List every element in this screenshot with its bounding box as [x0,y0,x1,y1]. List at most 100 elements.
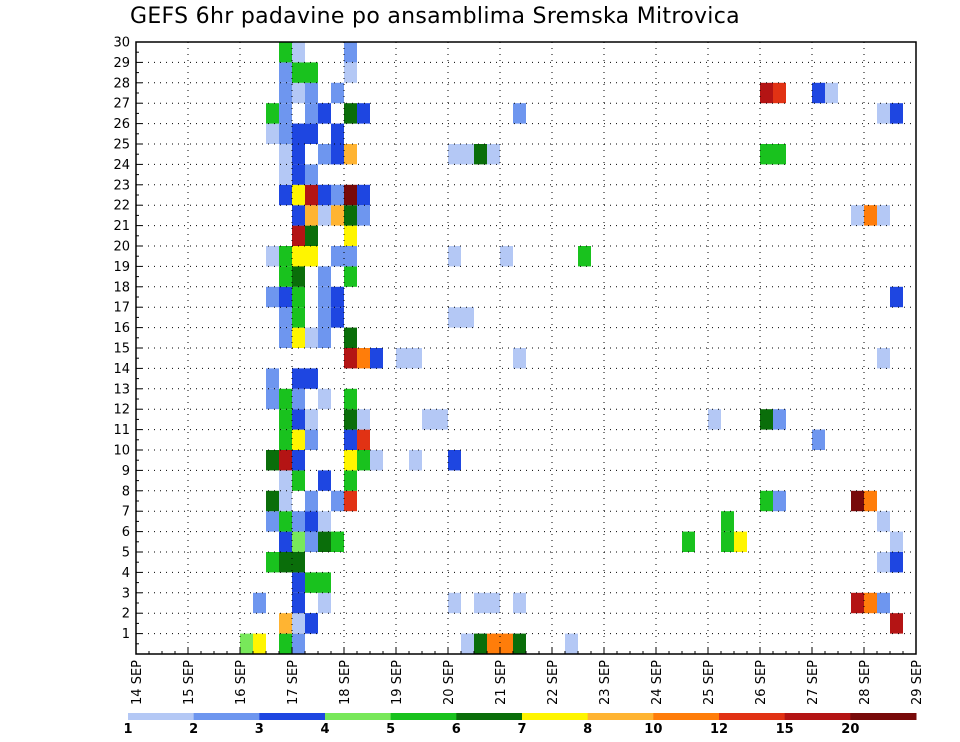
heatmap-cell [292,552,305,573]
heatmap-cell [279,246,292,267]
y-tick-label: 1 [122,627,130,642]
x-tick-label: 15 SEP [182,660,197,705]
heatmap-cell [279,327,292,348]
x-tick-label: 19 SEP [390,660,405,705]
heatmap-cell [760,144,773,165]
heatmap-cell [305,531,318,552]
heatmap-cell [344,205,357,226]
legend-label: 7 [517,722,526,737]
heatmap-cell [461,307,474,328]
heatmap-cell [357,429,370,450]
heatmap-cell [500,633,513,654]
heatmap-cell [318,103,331,124]
y-tick-label: 13 [113,382,130,397]
heatmap-cell [344,103,357,124]
heatmap-cell [305,511,318,532]
x-tick-label: 16 SEP [234,660,249,705]
heatmap-cell [292,82,305,104]
heatmap-cell [279,409,292,430]
legend-swatch [587,713,654,720]
heatmap-cell [305,225,318,246]
y-tick-label: 12 [113,403,130,418]
heatmap-cell [318,327,331,348]
heatmap-cell [279,123,292,144]
heatmap-cell [305,572,318,593]
x-tick-label: 27 SEP [806,660,821,705]
x-tick-label: 23 SEP [598,660,613,705]
heatmap-cell [812,82,825,104]
heatmap-cell [487,144,500,165]
heatmap-cell [851,205,864,226]
heatmap-cell [409,348,422,369]
heatmap-cell [344,490,357,512]
y-tick-label: 27 [113,97,130,112]
y-tick-label: 23 [113,178,130,193]
heatmap-cell [279,184,292,206]
heatmap-cell [305,246,318,267]
y-tick-label: 18 [113,280,130,295]
heatmap-cell [812,429,825,450]
heatmap-cell [292,307,305,328]
heatmap-cell [721,511,734,532]
heatmap-cell [370,450,383,471]
heatmap-cell [357,409,370,430]
heatmap-cell [279,552,292,573]
heatmap-cell [344,327,357,348]
heatmap-cell [773,490,786,512]
heatmap-cell [773,144,786,165]
x-tick-label: 20 SEP [442,660,457,705]
heatmap-cell [851,490,864,512]
heatmap-cell [266,450,279,471]
y-tick-label: 3 [122,586,130,601]
x-tick-label: 26 SEP [754,660,769,705]
heatmap-cell [292,123,305,144]
heatmap-cell [279,266,292,287]
x-tick-label: 24 SEP [650,660,665,705]
heatmap-cell [513,592,526,614]
heatmap-cell [279,286,292,308]
heatmap-cell [877,511,890,532]
heatmap-cell [331,123,344,144]
heatmap-cell [318,388,331,410]
heatmap-cell [344,144,357,165]
heatmap-cell [331,184,344,206]
legend-label: 6 [452,722,461,737]
y-tick-label: 22 [113,199,130,214]
heatmap-cell [344,246,357,267]
x-tick-label: 25 SEP [702,660,717,705]
x-tick-label: 28 SEP [858,660,873,705]
heatmap-cell [318,184,331,206]
heatmap-cell [565,633,578,654]
heatmap-cell [344,62,357,83]
heatmap-cell [253,592,266,614]
heatmap-cell [279,42,292,63]
legend-label: 2 [189,722,198,737]
legend-swatch [390,713,457,720]
legend-label: 10 [644,722,662,737]
x-tick-label: 18 SEP [338,660,353,705]
legend-label: 20 [841,722,859,737]
heatmap-cell [344,388,357,410]
heatmap-cell [305,82,318,104]
y-tick-label: 19 [113,260,130,275]
heatmap-cell [292,266,305,287]
y-tick-label: 5 [122,546,130,561]
heatmap-cell [760,409,773,430]
heatmap-cell [448,592,461,614]
legend-swatch [850,713,917,720]
y-tick-label: 17 [113,301,130,316]
y-tick-label: 15 [113,342,130,357]
heatmap-cell [344,42,357,63]
heatmap-cell [500,246,513,267]
heatmap-cell [357,205,370,226]
heatmap-cell [292,42,305,63]
heatmap-cell [318,266,331,287]
x-tick-label: 17 SEP [286,660,301,705]
heatmap-cell [721,531,734,552]
heatmap-cell [253,633,266,654]
heatmap-cell [279,144,292,165]
heatmap-cell [318,286,331,308]
legend-label: 3 [255,722,264,737]
heatmap-cell [331,246,344,267]
heatmap-cell [292,388,305,410]
